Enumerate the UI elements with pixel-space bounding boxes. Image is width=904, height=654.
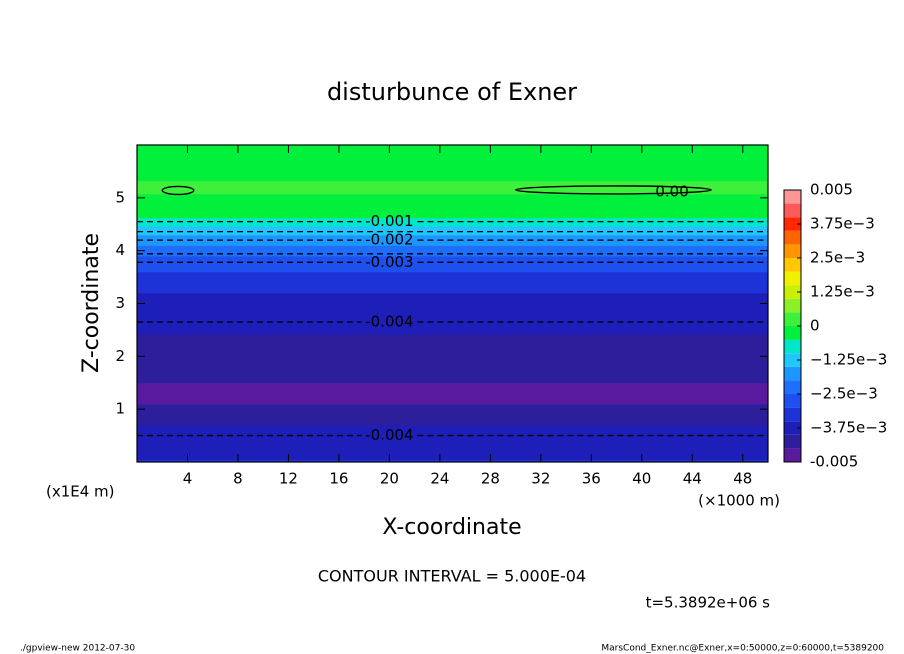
contour-label: -0.002 — [365, 231, 413, 249]
contour-fill — [137, 145, 768, 159]
contour-fill — [137, 459, 768, 463]
contour-label: -0.004 — [365, 426, 413, 444]
contour-fill — [137, 440, 768, 452]
y-axis-label: Z-coordinate — [79, 233, 104, 373]
colorbar-band — [784, 271, 801, 286]
x-tick-label: 4 — [183, 470, 193, 488]
contour-fill — [137, 255, 768, 273]
colorbar-band — [784, 258, 801, 272]
contour-fill — [137, 271, 768, 294]
colorbar-tick-label: 3.75e−3 — [810, 215, 875, 233]
x-tick-label: 12 — [279, 470, 298, 488]
contour-interval: CONTOUR INTERVAL = 5.000E-04 — [318, 567, 586, 586]
colorbar-band — [784, 190, 801, 204]
colorbar-band — [784, 366, 801, 381]
x-tick-label: 40 — [632, 470, 651, 488]
colorbar-band — [784, 394, 801, 408]
colorbar-band — [784, 217, 801, 231]
closed-contour — [161, 185, 195, 196]
y-tick-label: 4 — [115, 241, 125, 259]
x-tick-label: 16 — [329, 470, 348, 488]
colorbar-band — [784, 326, 801, 340]
colorbar-tick-label: −3.75e−3 — [810, 419, 887, 437]
footer-left: ./gpview-new 2012-07-30 — [20, 644, 135, 654]
contour-fill — [137, 358, 768, 384]
x-tick-label: 8 — [233, 470, 243, 488]
colorbar-band — [784, 421, 801, 435]
contour-fill — [137, 245, 768, 257]
x-axis-label: X-coordinate — [382, 515, 521, 540]
x-tick-label: 28 — [481, 470, 500, 488]
contour-fill — [137, 158, 768, 182]
colorbar-band — [784, 312, 801, 326]
colorbar-band — [784, 339, 801, 354]
contour-label: -0.004 — [365, 312, 413, 330]
y-tick-label: 1 — [115, 400, 125, 418]
colorbar-band — [784, 285, 801, 299]
colorbar-tick-label: -0.005 — [810, 453, 858, 471]
colorbar-band — [784, 353, 801, 367]
y-unit: (x1E4 m) — [46, 483, 115, 501]
contour-fill — [137, 382, 768, 405]
contour-label: 0.00 — [655, 182, 688, 200]
x-tick-label: 48 — [733, 470, 752, 488]
y-tick-label: 2 — [115, 347, 125, 365]
contour-fill — [137, 205, 768, 219]
colorbar-band — [784, 230, 801, 245]
contour-fill — [137, 403, 768, 426]
colorbar-tick-label: 0.005 — [810, 181, 853, 199]
colorbar-tick-label: −2.5e−3 — [810, 385, 878, 403]
contour-fill — [137, 425, 768, 442]
colorbar-band — [784, 448, 801, 462]
contour-label: -0.003 — [365, 253, 413, 271]
contour-fill — [137, 193, 768, 207]
colorbar-tick-label: −1.25e−3 — [810, 351, 887, 369]
chart-title: disturbunce of Exner — [327, 78, 577, 106]
colorbar-tick-label: 2.5e−3 — [810, 249, 865, 267]
closed-contour — [514, 185, 712, 195]
contour-fill — [137, 451, 768, 460]
time-label: t=5.3892e+06 s — [646, 594, 771, 612]
x-tick-label: 32 — [531, 470, 550, 488]
contour-fill — [137, 333, 768, 360]
colorbar-band — [784, 203, 801, 218]
contour-fill — [137, 312, 768, 335]
colorbar-band — [784, 298, 801, 313]
colorbar-band — [784, 380, 801, 394]
colorbar-band — [784, 434, 801, 449]
y-tick-label: 3 — [115, 294, 125, 312]
contour-label: -0.001 — [365, 212, 413, 230]
contour-fill — [137, 292, 768, 314]
x-tick-label: 44 — [683, 470, 702, 488]
colorbar-band — [784, 244, 801, 258]
x-unit: (×1000 m) — [698, 492, 780, 510]
x-tick-label: 24 — [430, 470, 449, 488]
colorbar-tick-label: 1.25e−3 — [810, 283, 875, 301]
colorbar-tick-label: 0 — [810, 317, 820, 335]
contour-fill — [137, 225, 768, 236]
x-tick-label: 36 — [582, 470, 601, 488]
footer-right: MarsCond_Exner.nc@Exner,x=0:50000,z=0:60… — [601, 644, 884, 654]
colorbar-band — [784, 407, 801, 422]
x-tick-label: 20 — [380, 470, 399, 488]
y-tick-label: 5 — [115, 188, 125, 206]
contour-fill — [137, 180, 768, 195]
